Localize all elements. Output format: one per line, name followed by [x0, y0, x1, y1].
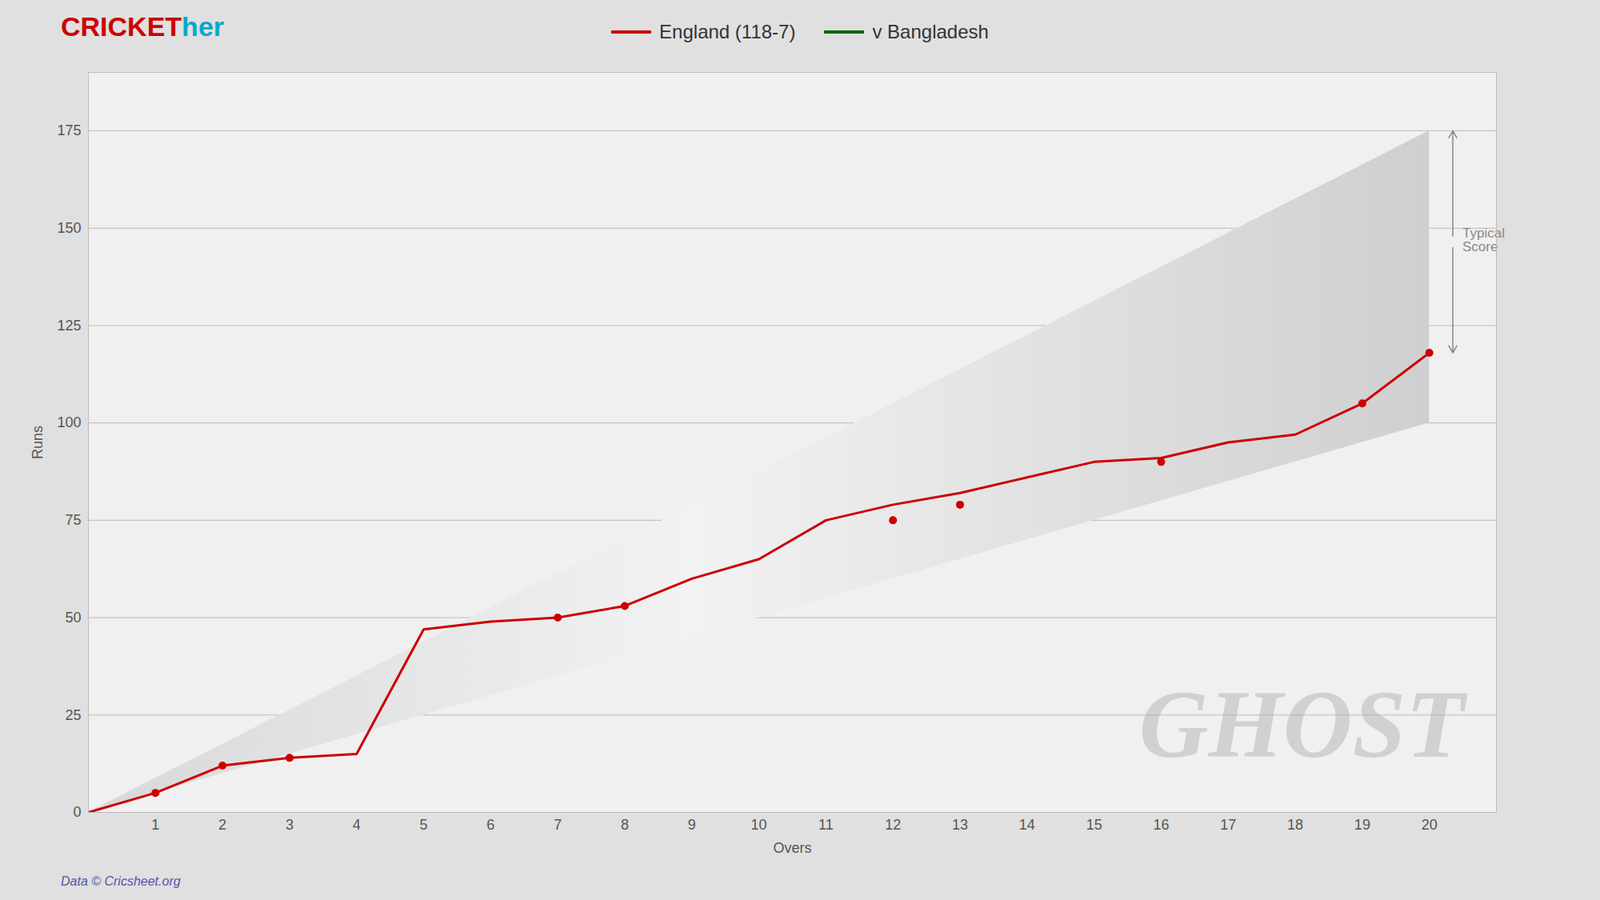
- svg-text:14: 14: [1019, 816, 1036, 833]
- svg-text:5: 5: [420, 816, 428, 833]
- svg-text:6: 6: [486, 816, 495, 833]
- svg-text:19: 19: [1354, 816, 1371, 833]
- svg-text:10: 10: [751, 816, 768, 833]
- html-text:England (118-7): England (118-7): [659, 20, 796, 43]
- svg-text:1: 1: [151, 816, 160, 833]
- svg-text:2: 2: [218, 816, 227, 833]
- svg-text:3: 3: [285, 816, 294, 833]
- svg-text:17: 17: [1220, 816, 1236, 833]
- svg-text:125: 125: [56, 317, 81, 334]
- html-text:Data © Cricsheet.org: Data © Cricsheet.org: [60, 874, 181, 888]
- html-text:CRICKET her: CRICKET her: [60, 11, 224, 42]
- svg-text:150: 150: [56, 220, 81, 236]
- svg-text:15: 15: [1086, 816, 1103, 833]
- svg-text:9: 9: [688, 816, 696, 833]
- svg-text:TypicalScore: TypicalScore: [1462, 225, 1505, 255]
- svg-text:50: 50: [64, 609, 81, 626]
- svg-text:16: 16: [1152, 816, 1169, 833]
- svg-text:13: 13: [952, 816, 968, 833]
- svg-text:4: 4: [352, 816, 361, 833]
- svg-text:11: 11: [818, 816, 834, 833]
- svg-text:12: 12: [884, 816, 901, 833]
- svg-text:20: 20: [1421, 816, 1438, 833]
- svg-text:Runs: Runs: [29, 425, 46, 460]
- svg-text:75: 75: [64, 512, 81, 528]
- svg-text:Overs: Overs: [772, 840, 812, 856]
- html-text:v Bangladesh: v Bangladesh: [872, 20, 989, 43]
- svg-text:100: 100: [56, 414, 81, 431]
- svg-text:175: 175: [56, 122, 81, 139]
- svg-text:GHOST: GHOST: [1139, 671, 1468, 778]
- svg-text:8: 8: [620, 816, 629, 833]
- svg-text:0: 0: [72, 804, 81, 820]
- svg-text:25: 25: [64, 707, 81, 724]
- svg-text:18: 18: [1287, 816, 1304, 833]
- svg-text:7: 7: [553, 816, 562, 833]
